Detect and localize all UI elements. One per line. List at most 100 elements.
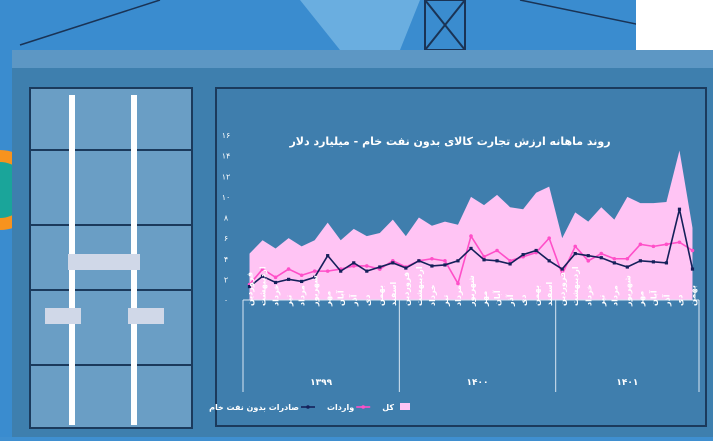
x-tick-label: بهمن [688,285,697,306]
x-tick-label: دی [519,295,528,306]
y-tick-label: ۴ [224,255,228,264]
x-tick-label: مرداد [610,285,619,306]
x-tick-label: شهریور [467,275,476,307]
marker [287,267,291,271]
legend-swatch [306,405,310,409]
marker [561,267,564,270]
x-tick-label: آذر [349,294,359,307]
y-tick-label: ۸ [224,214,229,223]
x-tick-label: مهر [636,291,645,307]
marker [587,254,590,257]
x-tick-label: مهر [324,291,333,307]
marker [508,262,511,265]
marker [404,266,407,269]
x-tick-label: آذر [661,294,671,307]
marker [613,261,616,264]
marker [313,269,317,273]
marker [274,281,277,284]
x-tick-label: آذر [505,294,515,307]
y-tick-label: ۶ [224,234,228,243]
legend-label: واردات [327,403,354,412]
x-tick-label: مرداد [298,285,307,306]
marker [274,276,278,280]
marker [548,259,551,262]
x-tick-label: اسفند [545,281,554,306]
marker [665,261,668,264]
x-tick-label: اسفند [389,281,398,306]
marker [443,259,447,263]
x-tick-label: تیر [285,295,294,307]
marker [495,259,498,262]
x-tick-label: تیر [597,295,606,307]
x-tick-label: تیر [441,295,450,307]
x-tick-label: آبان [336,290,346,306]
y-tick-label: ۱۶ [222,131,231,140]
legend-swatch [400,403,410,410]
x-tick-label: اردیبهشت [571,266,580,306]
marker [691,249,695,253]
marker [586,259,590,263]
marker [495,249,499,253]
x-tick-label: فروردین [558,272,567,306]
marker [352,261,355,264]
marker [352,264,356,268]
marker [639,243,643,247]
x-tick-label: خرداد [428,284,437,306]
marker [469,234,473,238]
x-tick-label: آبان [648,290,658,306]
x-tick-label: خرداد [584,284,593,306]
x-tick-label: خرداد [272,284,281,306]
marker [639,259,642,262]
year-label: ۱۴۰۰ [467,378,489,388]
x-tick-label: اردیبهشت [415,266,424,306]
x-tick-label: فروردین [246,272,255,306]
chart-title: روند ماهانه ارزش تجارت کالای بدون نفت خا… [288,135,610,148]
marker [626,265,629,268]
marker [378,265,381,268]
marker [365,270,368,273]
white-panel [636,0,713,50]
x-tick-label: مرداد [454,285,463,306]
marker [326,254,329,257]
marker [573,245,577,249]
legend-label: کل [382,403,394,412]
x-tick-label: دی [675,295,684,306]
legend-label: صادرات بدون نفت خام [209,403,299,412]
marker [430,264,433,267]
marker [678,208,681,211]
x-tick-label: فروردین [402,272,411,306]
marker [482,258,485,261]
marker [339,270,342,273]
marker [547,236,551,240]
marker [522,253,525,256]
marker [691,267,694,270]
x-tick-label: بهمن [532,285,541,306]
y-tick-label: ۱۲ [222,172,231,181]
marker [456,259,459,262]
marker [613,257,617,261]
x-tick-label: اردیبهشت [259,266,268,306]
y-tick-label: ۲ [224,275,228,284]
marker [652,260,655,263]
marker [469,247,472,250]
marker [300,273,304,277]
marker [300,280,303,283]
marker [287,278,290,281]
y-tick-label: ۱۴ [222,152,231,161]
y-tick-label: ۱۰ [222,193,231,202]
marker [456,282,460,286]
container-top [12,50,713,68]
legend-swatch [361,405,365,409]
marker [535,249,538,252]
handle [45,308,81,324]
marker [652,245,656,249]
handle [128,308,164,324]
marker [600,256,603,259]
year-label: ۱۳۹۹ [310,378,332,388]
marker [599,252,603,256]
year-label: ۱۴۰۱ [616,378,638,388]
y-tick-label: ۰ [224,296,228,305]
marker [574,252,577,255]
x-tick-label: مهر [480,291,489,307]
marker [391,261,394,264]
